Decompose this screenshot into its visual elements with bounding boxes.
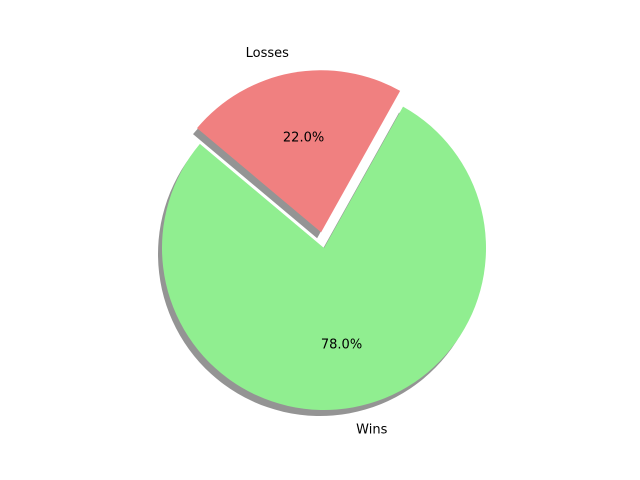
slice-label-losses: Losses	[246, 46, 290, 61]
slices	[162, 70, 487, 411]
slice-percent-losses: 22.0%	[283, 131, 324, 146]
slice-wins	[162, 106, 487, 411]
slice-label-wins: Wins	[356, 422, 387, 437]
slice-losses	[197, 70, 401, 233]
labels: Wins 78.0% Losses 22.0%	[246, 46, 388, 437]
slice-percent-wins: 78.0%	[321, 338, 362, 353]
